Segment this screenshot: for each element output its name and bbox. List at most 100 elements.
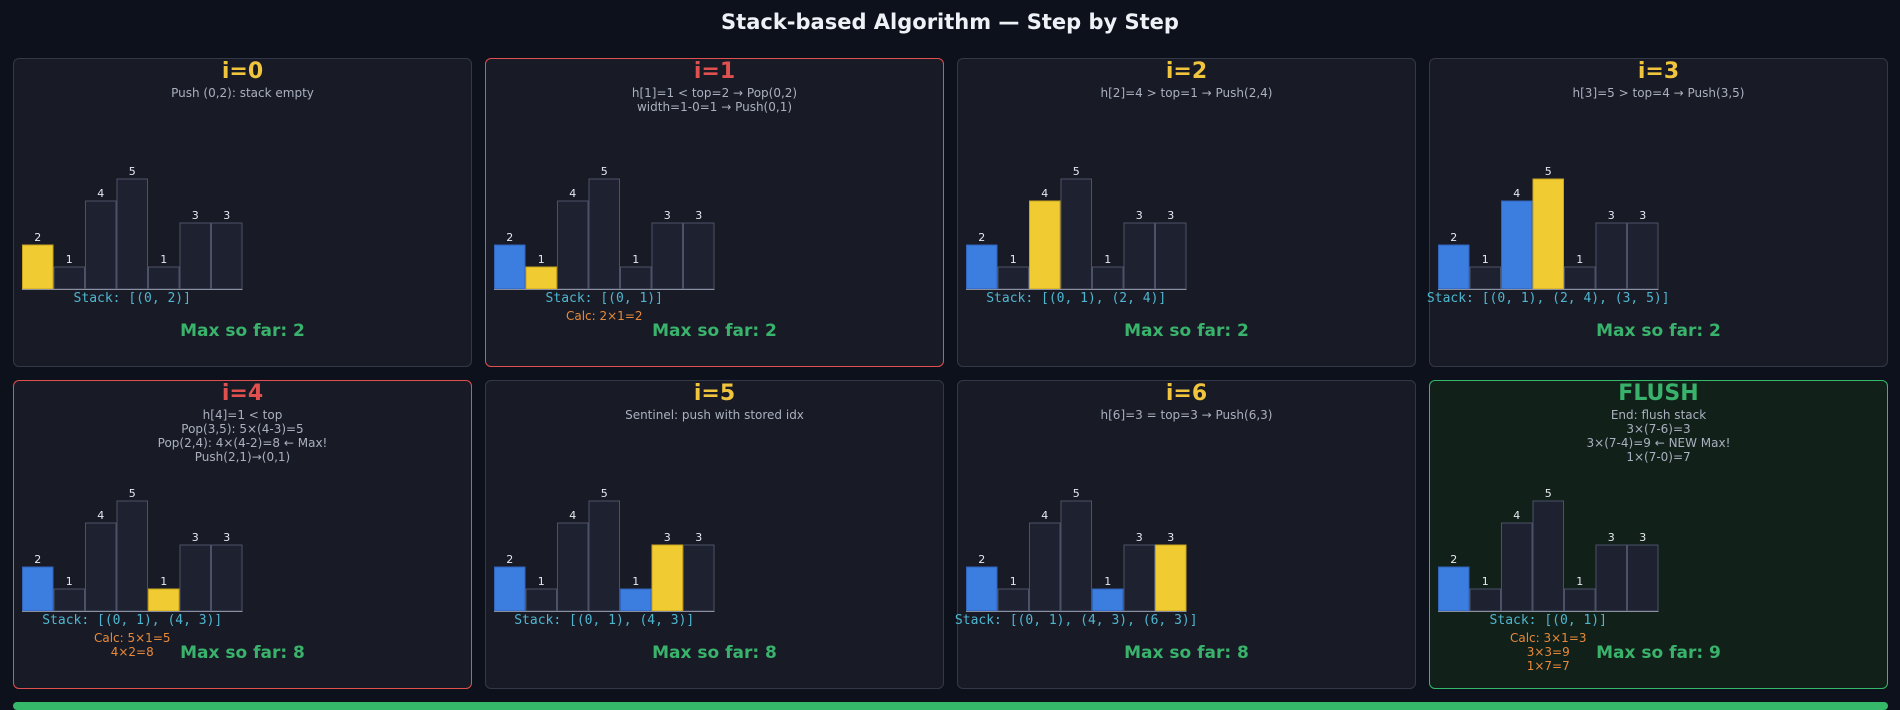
step-panel: FLUSH End: flush stack 3×(7-6)=3 3×(7-4)=9 … [1429, 380, 1888, 689]
histogram-bar [1595, 222, 1627, 290]
histogram-bar [683, 222, 715, 290]
histogram: 2 1 4 5 1 3 3 [1438, 487, 1659, 612]
calc-line: 4×2=8 [110, 645, 154, 659]
histogram: 2 1 4 5 1 3 3 [22, 487, 243, 612]
calc-note: Calc: 5×1=5 4×2=8 [32, 631, 232, 659]
bar-value-label: 1 [1104, 253, 1111, 266]
calc-line: 3×3=9 [1526, 645, 1570, 659]
histogram-bar [494, 566, 526, 612]
bar-value-label: 1 [1576, 575, 1583, 588]
histogram-bar [1595, 544, 1627, 612]
stack-state: Stack: [(0, 1)] [545, 291, 663, 306]
histogram-bar [620, 266, 652, 290]
bar-value-label: 1 [538, 575, 545, 588]
histogram-bar [1501, 522, 1533, 612]
histogram-bar [1501, 200, 1533, 290]
histogram-bar [1532, 500, 1564, 612]
step-title: FLUSH [1618, 381, 1699, 406]
histogram: 2 1 4 5 1 3 3 [22, 165, 243, 290]
histogram: 2 1 4 5 1 3 3 [966, 487, 1187, 612]
stack-state: Stack: [(0, 1), (4, 3), (6, 3)] [954, 613, 1198, 628]
bar-value-label: 2 [34, 553, 41, 566]
step-notes: Push (0,2): stack empty [14, 86, 471, 100]
histogram-bar [588, 178, 620, 290]
step-title: i=0 [221, 59, 264, 84]
bar-value-label: 4 [1513, 187, 1520, 200]
calc-line: Calc: 3×1=3 [1509, 631, 1587, 645]
histogram-bar [53, 266, 85, 290]
step-title: i=2 [1165, 59, 1208, 84]
histogram-bar [1123, 544, 1155, 612]
histogram-bar [1092, 588, 1124, 612]
step-panel: i=1 h[1]=1 < top=2 → Pop(0,2) width=1-0=1 … [485, 58, 944, 367]
stack-state: Stack: [(0, 2)] [73, 291, 191, 306]
histogram-bar [997, 266, 1029, 290]
step-panel: i=4 h[4]=1 < top Pop(3,5): 5×(4-3)=5 Pop(2,… [13, 380, 472, 689]
step-title: i=1 [693, 59, 736, 84]
histogram: 2 1 4 5 1 3 3 [494, 487, 715, 612]
bar-value-label: 5 [601, 165, 608, 178]
histogram-bar [148, 266, 180, 290]
step-panel: i=0 Push (0,2): stack empty 2 1 4 5 1 3 3 Stack: … [13, 58, 472, 367]
bar-value-label: 3 [1136, 531, 1143, 544]
bar-value-label: 2 [1450, 553, 1457, 566]
histogram-bar [620, 588, 652, 612]
histogram-bar [1155, 222, 1187, 290]
bar-value-label: 2 [34, 231, 41, 244]
histogram-bar [1438, 244, 1470, 290]
calc-note: Calc: 2×1=2 [504, 309, 704, 323]
step-notes: End: flush stack 3×(7-6)=3 3×(7-4)=9 ← NEW… [1430, 408, 1887, 464]
step-note-line: Pop(2,4): 4×(4-2)=8 ← Max! [157, 436, 328, 450]
step-panel: i=2 h[2]=4 > top=1 → Push(2,4) 2 1 4 5 1 3 3 Stac… [957, 58, 1416, 367]
bar-value-label: 4 [1513, 509, 1520, 522]
bar-value-label: 2 [978, 553, 985, 566]
step-note-line: h[4]=1 < top [202, 408, 283, 422]
bar-value-label: 1 [1482, 575, 1489, 588]
bar-value-label: 5 [1073, 165, 1080, 178]
bar-value-label: 3 [1167, 531, 1174, 544]
calc-note: Calc: 3×1=3 3×3=9 1×7=7 [1448, 631, 1648, 673]
bar-value-label: 3 [192, 531, 199, 544]
bar-value-label: 5 [1545, 165, 1552, 178]
bar-value-label: 5 [1545, 487, 1552, 500]
bar-value-label: 4 [97, 187, 104, 200]
stack-state: Stack: [(0, 1), (4, 3)] [42, 613, 223, 628]
histogram-bar [1469, 588, 1501, 612]
step-note-line: End: flush stack [1610, 408, 1707, 422]
bar-value-label: 4 [569, 509, 576, 522]
bar-value-label: 3 [1639, 531, 1646, 544]
histogram-bar [116, 500, 148, 612]
calc-line: Calc: 5×1=5 [93, 631, 171, 645]
histogram-bar [211, 544, 243, 612]
bottom-accent-bar [13, 702, 1888, 710]
step-panel: i=5 Sentinel: push with stored idx 2 1 4 5 1 3 3… [485, 380, 944, 689]
histogram-bar [85, 200, 117, 290]
bar-value-label: 1 [66, 575, 73, 588]
histogram-bar [1029, 522, 1061, 612]
step-panel: i=3 h[3]=5 > top=4 → Push(3,5) 2 1 4 5 1 3 3 Stac… [1427, 58, 1888, 367]
step-notes: h[6]=3 = top=3 → Push(6,3) [958, 408, 1415, 422]
bar-value-label: 2 [978, 231, 985, 244]
calc-line: 1×7=7 [1526, 659, 1570, 673]
histogram-bar [557, 522, 589, 612]
bar-value-label: 1 [160, 253, 167, 266]
bar-value-label: 4 [97, 509, 104, 522]
bar-value-label: 4 [1041, 187, 1048, 200]
max-so-far: Max so far: 2 [1596, 321, 1721, 341]
bar-value-label: 4 [569, 187, 576, 200]
histogram: 2 1 4 5 1 3 3 [966, 165, 1187, 290]
bar-value-label: 1 [1010, 575, 1017, 588]
histogram-bar [966, 566, 998, 612]
bar-value-label: 3 [1608, 531, 1615, 544]
histogram-bar [22, 244, 54, 290]
histogram-bar [85, 522, 117, 612]
step-notes: h[4]=1 < top Pop(3,5): 5×(4-3)=5 Pop(2,4):… [14, 408, 471, 464]
step-title: i=3 [1637, 59, 1680, 84]
histogram-bar [494, 244, 526, 290]
histogram-bar [1155, 544, 1187, 612]
bar-value-label: 3 [1167, 209, 1174, 222]
histogram-bar [1469, 266, 1501, 290]
step-note-line: h[3]=5 > top=4 → Push(3,5) [1572, 86, 1745, 100]
bar-value-label: 1 [66, 253, 73, 266]
histogram-bar [525, 588, 557, 612]
